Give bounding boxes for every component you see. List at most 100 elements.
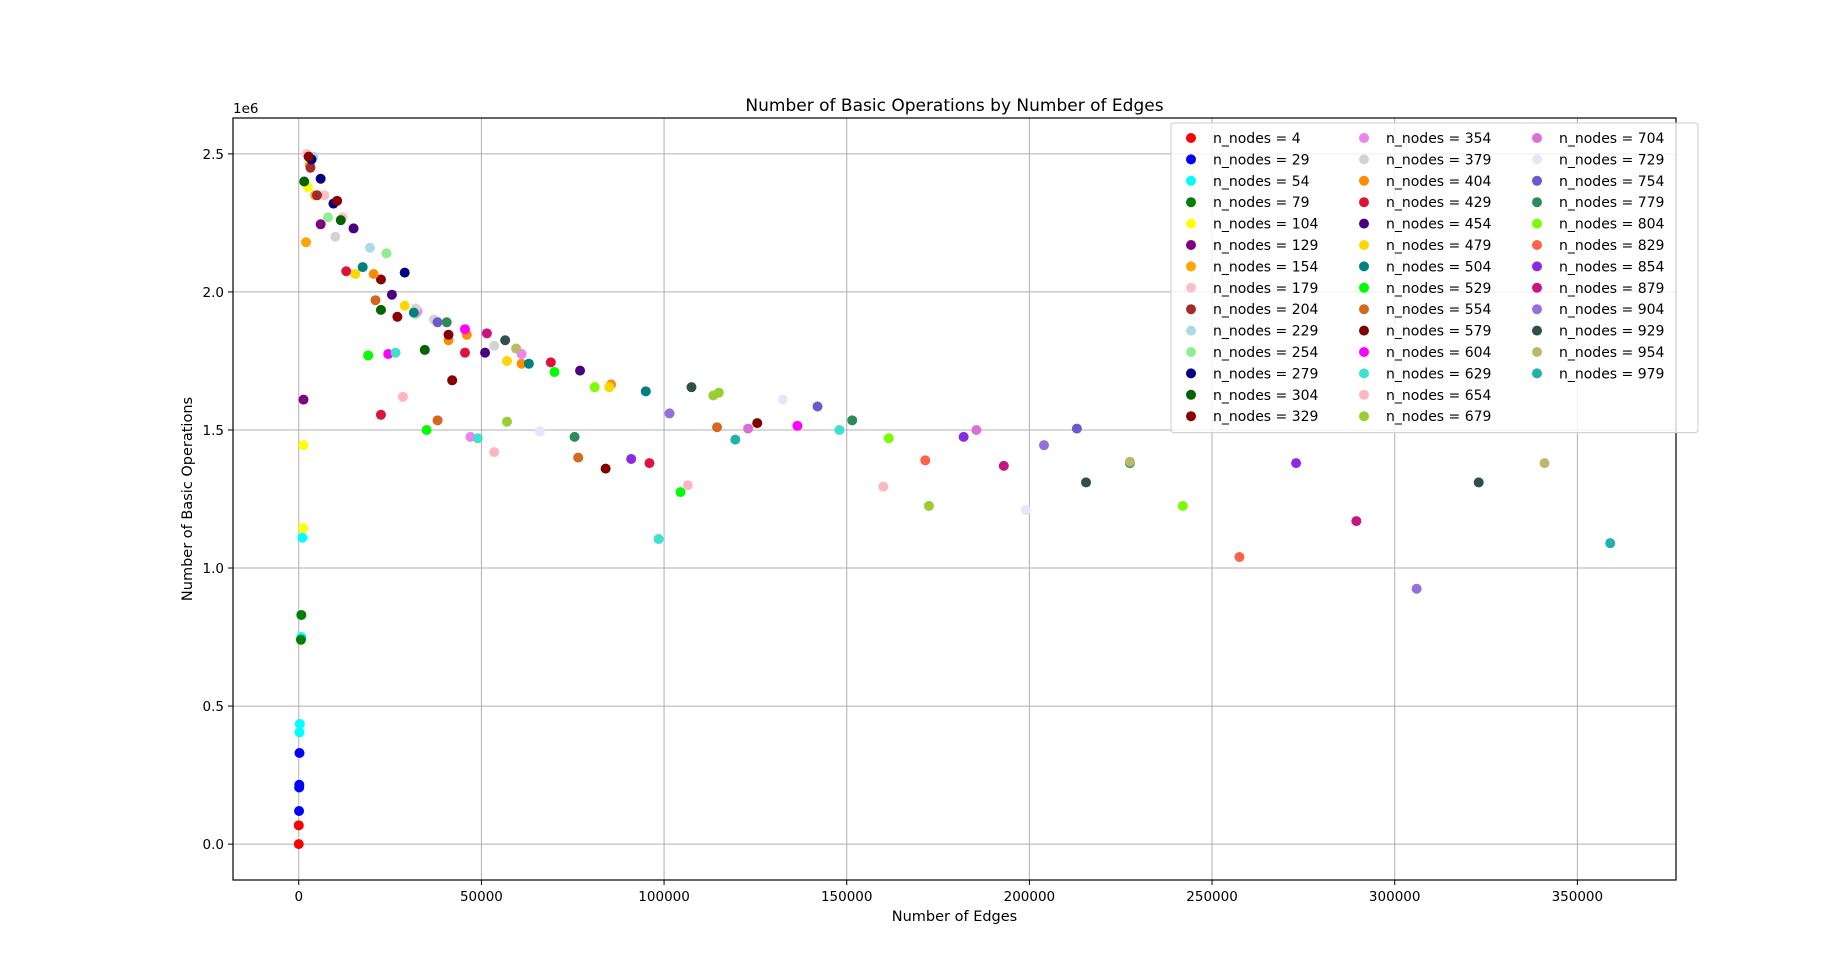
data-point xyxy=(958,431,969,442)
data-point xyxy=(305,162,316,173)
legend-marker xyxy=(1532,325,1542,336)
data-point xyxy=(294,748,305,758)
data-point xyxy=(664,408,675,419)
legend-entry-label: n_nodes = 729 xyxy=(1559,152,1664,168)
legend-entry-label: n_nodes = 279 xyxy=(1213,366,1318,382)
legend-marker xyxy=(1532,304,1542,315)
legend-marker xyxy=(1359,389,1369,400)
data-point xyxy=(812,401,823,412)
legend-marker xyxy=(1359,133,1369,143)
data-point xyxy=(421,424,432,435)
legend-entry-label: n_nodes = 404 xyxy=(1386,174,1492,190)
legend-entry-label: n_nodes = 654 xyxy=(1386,388,1492,404)
data-point xyxy=(335,215,346,226)
data-point xyxy=(297,532,308,543)
data-point xyxy=(375,409,386,420)
legend-entry-label: n_nodes = 679 xyxy=(1386,409,1491,425)
data-point xyxy=(348,223,359,234)
legend-entry-label: n_nodes = 429 xyxy=(1386,195,1491,211)
data-point xyxy=(399,300,410,311)
data-point xyxy=(341,266,352,277)
data-point xyxy=(712,422,723,433)
legend-marker xyxy=(1186,175,1196,186)
y-tick-label: 0.0 xyxy=(203,837,224,853)
data-point xyxy=(419,344,430,355)
data-point xyxy=(1473,477,1484,488)
data-point xyxy=(600,463,611,474)
legend-marker xyxy=(1532,347,1542,357)
legend-marker xyxy=(1359,218,1369,229)
data-point xyxy=(364,242,375,253)
y-axis-offset-label: 1e6 xyxy=(233,101,258,117)
legend-marker xyxy=(1186,197,1196,208)
data-point xyxy=(299,176,310,187)
data-point xyxy=(675,487,686,498)
data-point xyxy=(653,534,664,545)
legend-box xyxy=(1170,122,1699,434)
data-point xyxy=(350,268,361,279)
data-point xyxy=(1124,456,1135,467)
data-point xyxy=(330,231,341,242)
legend-marker xyxy=(1359,240,1369,250)
data-point xyxy=(399,267,410,278)
data-point xyxy=(1177,500,1188,511)
legend-marker xyxy=(1359,325,1369,336)
y-tick-label: 2.0 xyxy=(203,285,224,301)
data-point xyxy=(545,357,556,368)
y-tick-label: 1.5 xyxy=(203,423,224,439)
data-point xyxy=(443,329,454,340)
data-point xyxy=(312,190,323,201)
legend-entry-label: n_nodes = 554 xyxy=(1386,302,1492,318)
legend-entry-label: n_nodes = 579 xyxy=(1386,324,1491,340)
data-point xyxy=(363,350,374,361)
data-point xyxy=(298,394,309,405)
data-point xyxy=(604,382,615,393)
data-point xyxy=(1539,458,1550,469)
data-point xyxy=(296,609,307,620)
legend-entry-label: n_nodes = 29 xyxy=(1213,152,1310,168)
y-tick-label: 0.5 xyxy=(203,699,224,715)
data-point xyxy=(713,387,724,398)
legend-marker xyxy=(1359,282,1369,293)
legend-marker xyxy=(1186,154,1196,165)
legend-entry-label: n_nodes = 804 xyxy=(1559,217,1665,233)
data-point xyxy=(1020,505,1031,516)
data-point xyxy=(472,433,483,444)
axis-ticks: 0 50000 100000 150000 200000 250000 300000 3500… xyxy=(203,147,1604,905)
data-point xyxy=(489,340,500,351)
legend-entry-label: n_nodes = 829 xyxy=(1559,238,1664,254)
data-point xyxy=(481,328,492,339)
data-point xyxy=(294,805,305,816)
x-tick-label: 300000 xyxy=(1369,889,1421,905)
data-point xyxy=(294,779,305,790)
legend-entry-label: n_nodes = 254 xyxy=(1213,345,1319,361)
data-point xyxy=(319,190,330,201)
legend-marker xyxy=(1186,240,1196,250)
data-point xyxy=(1071,423,1082,434)
data-point xyxy=(792,420,803,431)
data-points xyxy=(293,148,1616,850)
data-point xyxy=(847,415,858,426)
data-point xyxy=(834,424,845,435)
legend-marker xyxy=(1186,218,1196,229)
legend-entry-label: n_nodes = 154 xyxy=(1213,259,1319,275)
data-point xyxy=(516,358,527,369)
legend-marker xyxy=(1359,175,1369,186)
data-point xyxy=(998,460,1009,471)
legend-entry-label: n_nodes = 304 xyxy=(1213,388,1319,404)
data-point xyxy=(480,347,491,358)
legend-marker xyxy=(1186,304,1196,315)
legend-entry-label: n_nodes = 529 xyxy=(1386,281,1491,297)
legend-marker xyxy=(1359,154,1369,165)
data-point xyxy=(294,719,305,730)
data-point xyxy=(644,458,655,469)
legend-marker xyxy=(1532,261,1542,272)
data-point xyxy=(489,447,500,458)
data-point xyxy=(549,367,560,377)
legend-marker xyxy=(1532,368,1542,379)
data-point xyxy=(386,289,397,300)
data-point xyxy=(447,375,458,386)
legend-marker xyxy=(1186,411,1196,422)
y-tick-label: 1.0 xyxy=(203,561,224,577)
legend-entry-label: n_nodes = 929 xyxy=(1559,324,1664,340)
